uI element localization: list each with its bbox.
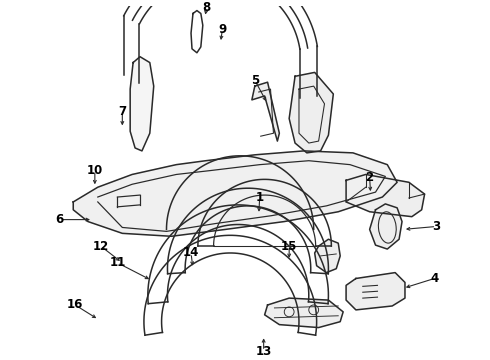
- Text: 7: 7: [118, 105, 126, 118]
- Text: 12: 12: [93, 240, 109, 253]
- Polygon shape: [73, 151, 397, 236]
- Polygon shape: [346, 273, 405, 310]
- Text: 10: 10: [87, 164, 103, 177]
- Text: 13: 13: [255, 345, 272, 357]
- Text: 1: 1: [256, 190, 264, 203]
- Polygon shape: [252, 82, 279, 141]
- Text: 16: 16: [67, 298, 83, 311]
- Polygon shape: [346, 175, 425, 217]
- Text: 5: 5: [251, 74, 259, 87]
- Text: 6: 6: [55, 213, 64, 226]
- Text: 8: 8: [202, 1, 211, 14]
- Polygon shape: [369, 204, 402, 249]
- Text: 2: 2: [366, 171, 374, 184]
- Text: 14: 14: [183, 247, 199, 260]
- Text: 3: 3: [432, 220, 441, 233]
- Polygon shape: [289, 72, 333, 153]
- Polygon shape: [130, 57, 154, 151]
- Text: 11: 11: [109, 256, 125, 269]
- Text: 4: 4: [430, 272, 439, 285]
- Polygon shape: [265, 298, 343, 328]
- Text: 9: 9: [219, 23, 226, 36]
- Text: 15: 15: [281, 240, 297, 253]
- Polygon shape: [315, 239, 340, 273]
